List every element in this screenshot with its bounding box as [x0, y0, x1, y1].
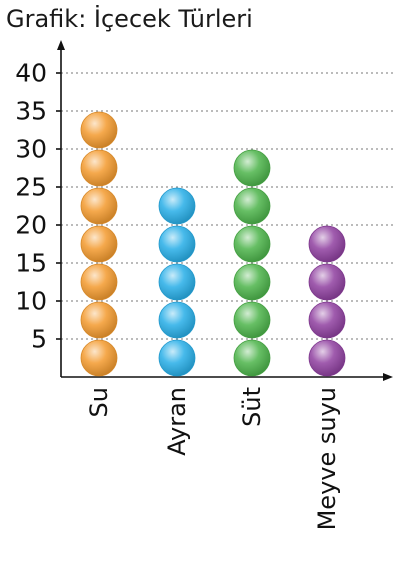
y-tick-label-25: 25 — [15, 173, 47, 202]
bead — [308, 301, 346, 339]
label-layer: 5 10 15 20 25 30 35 40 Su Ayran Süt Meyve suyu — [15, 59, 341, 531]
y-axis-arrow-icon — [57, 40, 65, 50]
bead — [80, 301, 118, 339]
bead-column-süt — [233, 149, 271, 377]
bead — [80, 111, 118, 149]
y-tick-label-20: 20 — [15, 211, 47, 240]
y-tick-label-40: 40 — [15, 59, 47, 88]
bead — [308, 225, 346, 263]
bead — [158, 187, 196, 225]
category-label-ayran: Ayran — [163, 387, 191, 456]
category-label-süt: Süt — [238, 387, 266, 427]
y-tick-label-10: 10 — [15, 287, 47, 316]
y-tick-label-35: 35 — [15, 97, 47, 126]
bead — [233, 149, 271, 187]
bead — [308, 263, 346, 301]
bead — [80, 263, 118, 301]
y-tick-label-15: 15 — [15, 249, 47, 278]
bead — [158, 339, 196, 377]
category-label-meyve-suyu: Meyve suyu — [313, 387, 341, 530]
bead — [233, 263, 271, 301]
bead-layer — [80, 111, 346, 377]
axis-layer — [56, 40, 393, 381]
bead — [158, 263, 196, 301]
bead-column-su — [80, 111, 118, 377]
bead — [308, 339, 346, 377]
bead — [80, 225, 118, 263]
grid-layer — [61, 72, 393, 340]
bead — [80, 149, 118, 187]
chart-title: Grafik: İçecek Türleri — [6, 4, 253, 33]
bead — [233, 301, 271, 339]
bead — [233, 187, 271, 225]
y-tick-label-5: 5 — [31, 325, 47, 354]
bead — [80, 187, 118, 225]
bead-column-meyve-suyu — [308, 225, 346, 377]
bead — [233, 339, 271, 377]
category-label-su: Su — [85, 387, 113, 417]
bead — [158, 225, 196, 263]
x-axis-arrow-icon — [383, 373, 393, 381]
y-tick-label-30: 30 — [15, 135, 47, 164]
bead — [233, 225, 271, 263]
bead — [158, 301, 196, 339]
bead-column-ayran — [158, 187, 196, 377]
bead — [80, 339, 118, 377]
